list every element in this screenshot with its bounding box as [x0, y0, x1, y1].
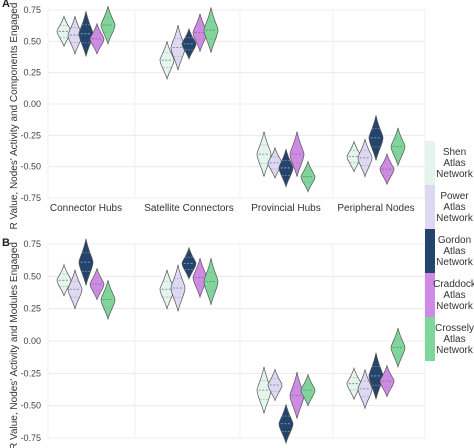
legend-swatch: [425, 229, 435, 273]
legend-label: Crossely Atlas Network: [435, 322, 474, 356]
legend-swatch: [425, 185, 435, 229]
x-tick-label: Provincial Hubs: [251, 203, 320, 214]
legend-label: Power Atlas Network: [436, 190, 473, 224]
y-tick-label: 0.75: [23, 5, 41, 15]
y-tick-label: 0.00: [23, 336, 41, 346]
panel-label: B: [2, 237, 10, 249]
y-axis-label: R Value, Nodes' Activity and Components …: [9, 3, 20, 230]
y-tick-label: 0.75: [23, 239, 41, 249]
y-tick-label: 0.50: [23, 36, 41, 46]
legend-swatch: [425, 141, 435, 185]
y-tick-label: 0.00: [23, 99, 41, 109]
y-tick-label: -0.75: [20, 433, 41, 443]
legend-label: Gordon Atlas Network: [436, 234, 473, 268]
y-tick-label: -0.25: [20, 130, 41, 140]
y-axis-label: R Value, Nodes' Activity and Modules Eng…: [9, 242, 20, 448]
legend-item: Crossely Atlas Network: [425, 317, 474, 361]
panel-a: A 0.75 0.50 0.25 0.00 -0.25 -0.50 -0.75R Value,…: [2, 0, 426, 230]
legend-swatch: [425, 317, 435, 361]
y-tick-label: 0.25: [23, 304, 41, 314]
legend-item: Craddock Atlas Network: [425, 273, 474, 317]
panel-b: B 0.75 0.50 0.25 0.00 -0.25 -0.50 -0.75R Value,…: [2, 237, 426, 448]
legend-label: Craddock Atlas Network: [433, 278, 474, 312]
y-tick-label: 0.50: [23, 271, 41, 281]
y-tick-label: -0.25: [20, 368, 41, 378]
x-tick-label: Peripheral Nodes: [337, 203, 414, 214]
y-tick-label: -0.50: [20, 162, 41, 172]
x-tick-label: Connector Hubs: [50, 203, 122, 214]
legend-label: Shen Atlas Network: [436, 146, 473, 180]
y-tick-label: -0.75: [20, 193, 41, 203]
legend-item: Power Atlas Network: [425, 185, 474, 229]
y-tick-label: -0.50: [20, 401, 41, 411]
y-tick-label: 0.25: [23, 68, 41, 78]
x-tick-label: Satellite Connectors: [144, 203, 234, 214]
legend-item: Shen Atlas Network: [425, 141, 474, 185]
legend-swatch: [425, 273, 435, 317]
panel-label: A: [2, 0, 10, 10]
legend-item: Gordon Atlas Network: [425, 229, 474, 273]
